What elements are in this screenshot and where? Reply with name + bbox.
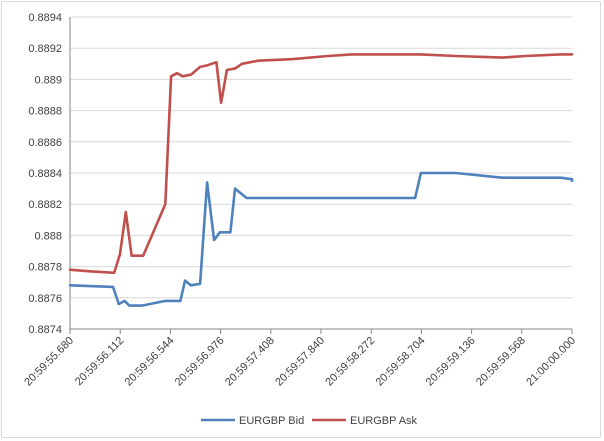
legend-label: EURGBP Ask xyxy=(350,415,418,427)
x-tick-label: 20:59:58.704 xyxy=(374,335,428,389)
legend: EURGBP Bid EURGBP Ask xyxy=(201,415,418,427)
y-axis-tick-labels: 0.8874 0.8876 0.8878 0.888 0.8882 0.8884 0.888… xyxy=(28,12,62,336)
series-line-bid xyxy=(68,171,574,307)
y-tick-label: 0.889 xyxy=(34,74,62,86)
gridlines xyxy=(70,16,572,299)
y-tick-label: 0.8888 xyxy=(28,106,62,118)
x-tick-label: 20:59:56.976 xyxy=(173,335,227,389)
y-tick-label: 0.8874 xyxy=(28,324,62,336)
y-tick-label: 0.8894 xyxy=(28,12,62,24)
series-line-ask xyxy=(68,53,574,275)
y-tick-label: 0.8882 xyxy=(28,199,62,211)
series-lines xyxy=(68,53,574,307)
y-tick-label: 0.8886 xyxy=(28,137,62,149)
x-axis-tick-labels: 20:59:55.68020:59:56.11220:59:56.54420:5… xyxy=(22,335,578,389)
x-tick-label: 21:00:00.000 xyxy=(524,335,578,389)
y-tick-label: 0.8876 xyxy=(28,293,62,305)
x-tick-label: 20:59:55.680 xyxy=(22,335,76,389)
x-tick-label: 20:59:59.568 xyxy=(474,335,528,389)
x-tick-label: 20:59:59.136 xyxy=(424,335,478,389)
x-tick-label: 20:59:56.544 xyxy=(123,335,177,389)
legend-label: EURGBP Bid xyxy=(239,415,304,427)
x-tick-label: 20:59:56.112 xyxy=(73,335,126,388)
axes xyxy=(69,17,573,334)
x-tick-label: 20:59:57.840 xyxy=(273,335,327,389)
y-tick-label: 0.8878 xyxy=(28,262,62,274)
x-tick-label: 20:59:57.408 xyxy=(223,335,277,389)
y-tick-label: 0.888 xyxy=(34,230,62,242)
x-tick-label: 20:59:58.272 xyxy=(323,335,377,389)
y-tick-label: 0.8884 xyxy=(28,168,62,180)
y-tick-label: 0.8892 xyxy=(28,43,62,55)
